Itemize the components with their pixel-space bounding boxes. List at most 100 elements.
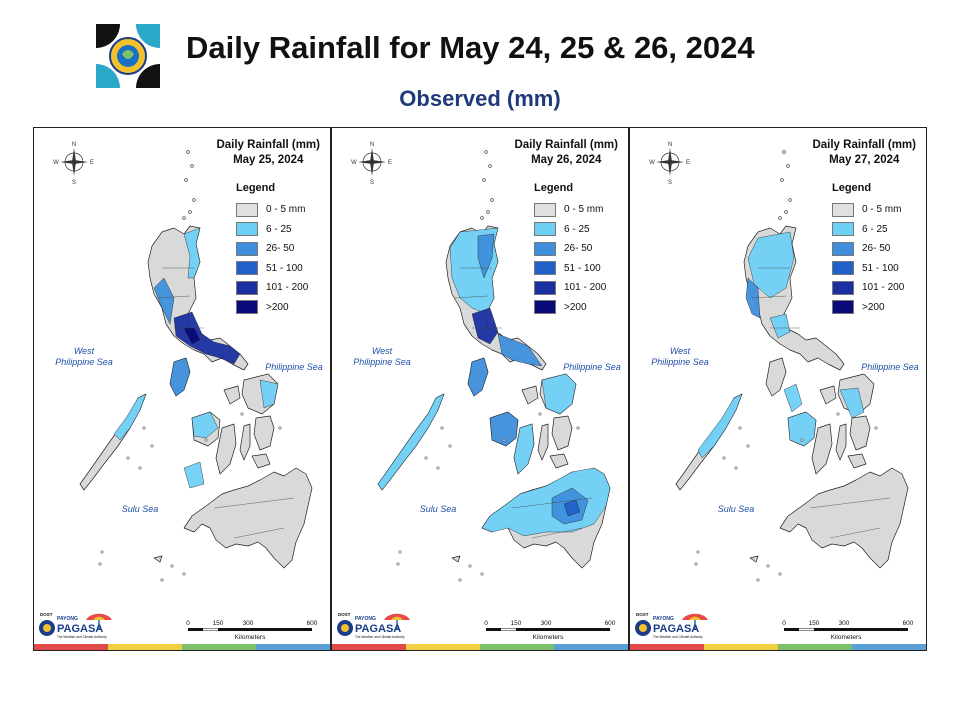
rainfall-area bbox=[839, 387, 865, 419]
map-panels: N S W E Daily Rainfall (mm) May 25, 2024 Le… bbox=[33, 127, 929, 651]
philippine-sea-label: Philippine Sea bbox=[265, 362, 323, 372]
island bbox=[490, 198, 494, 202]
page-title: Daily Rainfall for May 24, 25 & 26, 2024 bbox=[186, 30, 755, 65]
stripe-segment bbox=[778, 644, 852, 650]
legend-swatch bbox=[236, 202, 258, 217]
payong-label: PAYONG bbox=[653, 616, 674, 622]
legend-label: 101 - 200 bbox=[266, 282, 309, 294]
pagasa-emblem-core bbox=[341, 624, 349, 632]
legend-swatch bbox=[832, 280, 854, 295]
scale-tick-label: 600 bbox=[307, 620, 318, 627]
color-stripe bbox=[630, 644, 926, 650]
island bbox=[778, 572, 782, 576]
island bbox=[458, 578, 462, 582]
legend-item: 6 - 25 bbox=[832, 220, 904, 240]
legend-label: 51 - 100 bbox=[266, 262, 303, 274]
philippine-sea-label: Philippine Sea bbox=[563, 362, 621, 372]
sea-label-line2: Philippine Sea bbox=[55, 357, 113, 367]
compass-needle-ew bbox=[358, 160, 386, 164]
scale-unit-label: Kilometers bbox=[235, 634, 266, 641]
province-boundary bbox=[453, 295, 489, 299]
island bbox=[190, 164, 194, 168]
island bbox=[576, 426, 580, 430]
landmass-negros bbox=[811, 423, 833, 475]
stripe-segment bbox=[852, 644, 926, 650]
island bbox=[126, 456, 130, 460]
landmass-cebu bbox=[537, 423, 549, 461]
legend-label: 51 - 100 bbox=[862, 262, 899, 274]
island bbox=[278, 426, 282, 430]
scale-bar-graphic: 0 150 300 600 Kilometers bbox=[782, 620, 914, 641]
legend-item: >200 bbox=[832, 298, 904, 318]
umbrella-stripe bbox=[689, 616, 701, 620]
stripe-segment bbox=[704, 644, 778, 650]
legend-label: 26- 50 bbox=[266, 243, 295, 255]
legend-item: 101 - 200 bbox=[236, 278, 308, 298]
west-philippine-sea-label: West Philippine Sea bbox=[54, 346, 114, 368]
compass-letter-n: N bbox=[668, 142, 672, 148]
legend-title: Legend bbox=[832, 182, 872, 194]
pagasa-label: PAGASA bbox=[57, 623, 103, 635]
philippine-sea-label: Philippine Sea bbox=[861, 362, 919, 372]
pagasa-brand-logo: DOST PAYONG PAGASA The Weather and Climate … bbox=[634, 606, 710, 642]
island bbox=[188, 210, 192, 214]
island bbox=[440, 426, 444, 430]
rainfall-area bbox=[377, 393, 445, 491]
legend-swatch bbox=[534, 300, 556, 315]
pagasa-brand-logo: DOST PAYONG PAGASA The Weather and Climate … bbox=[38, 606, 114, 642]
scale-bar-segment bbox=[844, 628, 908, 631]
island bbox=[100, 550, 104, 554]
landmass-sulu1 bbox=[153, 555, 163, 563]
scale-unit-label: Kilometers bbox=[533, 634, 564, 641]
stripe-segment bbox=[108, 644, 182, 650]
island bbox=[694, 562, 698, 566]
rainfall-area bbox=[489, 411, 519, 447]
legend-label: 51 - 100 bbox=[564, 262, 601, 274]
island bbox=[142, 426, 146, 430]
panel-title: Daily Rainfall (mm) May 25, 2024 bbox=[216, 138, 320, 168]
legend-item: 51 - 100 bbox=[534, 259, 606, 279]
island bbox=[486, 210, 490, 214]
legend-swatch bbox=[534, 202, 556, 217]
compass-letter-s: S bbox=[370, 180, 374, 186]
map-panel-1: N S W E Daily Rainfall (mm) May 25, 2024 Le… bbox=[33, 127, 331, 651]
legend-swatch bbox=[534, 280, 556, 295]
compass-letter-s: S bbox=[668, 180, 672, 186]
west-philippine-sea-label: West Philippine Sea bbox=[352, 346, 412, 368]
compass-letter-e: E bbox=[686, 160, 690, 166]
rainfall-area bbox=[113, 393, 147, 441]
scale-tick-label: 150 bbox=[511, 620, 522, 627]
scale-bar-graphic: 0 150 300 600 Kilometers bbox=[484, 620, 616, 641]
island bbox=[184, 178, 188, 182]
scale-tick-label: 150 bbox=[213, 620, 224, 627]
landmass-mindoro bbox=[765, 357, 787, 397]
island bbox=[836, 412, 840, 416]
legend: Legend 0 - 5 mm 6 - 25 26- 50 51 - 100 101 - … bbox=[236, 182, 308, 317]
legend-label: 0 - 5 mm bbox=[862, 204, 902, 216]
legend-label: 26- 50 bbox=[862, 243, 891, 255]
island bbox=[150, 444, 154, 448]
scale-tick-label: 300 bbox=[243, 620, 254, 627]
landmass-masbate bbox=[521, 385, 539, 405]
landmass-masbate bbox=[223, 385, 241, 405]
pagasa-brand-logo: DOST PAYONG PAGASA The Weather and Climate … bbox=[336, 606, 412, 642]
panel-title: Daily Rainfall (mm) May 27, 2024 bbox=[812, 138, 916, 168]
legend-label: >200 bbox=[266, 301, 289, 313]
rainfall-area bbox=[747, 231, 795, 299]
province-boundary bbox=[213, 497, 295, 509]
rainfall-area bbox=[769, 313, 791, 339]
compass-rose-icon: N S W E bbox=[351, 142, 392, 186]
dost-label: DOST bbox=[40, 612, 53, 617]
sulu-sea-label: Sulu Sea bbox=[121, 504, 159, 514]
compass-letter-e: E bbox=[90, 160, 94, 166]
dost-label: DOST bbox=[636, 612, 649, 617]
legend-item: 0 - 5 mm bbox=[236, 200, 308, 220]
stripe-segment bbox=[332, 644, 406, 650]
map-panel-3: N S W E Daily Rainfall (mm) May 27, 2024 Le… bbox=[629, 127, 927, 651]
payong-label: PAYONG bbox=[57, 616, 78, 622]
panel-title-text: Daily Rainfall (mm) bbox=[812, 139, 916, 151]
compass-needle-ew bbox=[60, 160, 88, 164]
island bbox=[138, 466, 142, 470]
scale-tick-label: 0 bbox=[484, 620, 488, 627]
